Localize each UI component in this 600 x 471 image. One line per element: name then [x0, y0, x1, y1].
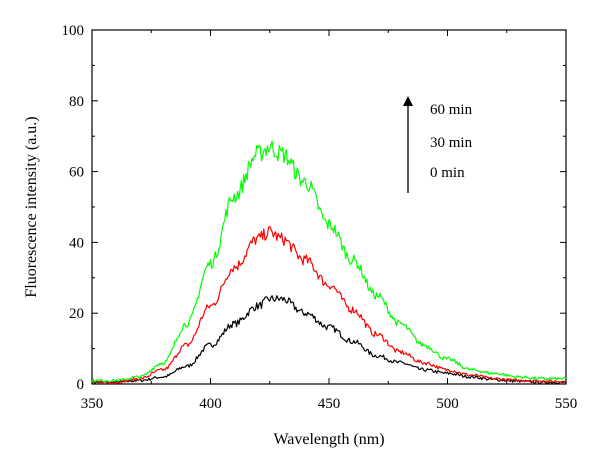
x-tick-label: 450 [318, 396, 341, 412]
x-tick-label: 500 [436, 396, 459, 412]
y-tick-label: 80 [69, 94, 84, 110]
time-annotation: 60 min 30 min 0 min [403, 96, 473, 193]
y-tick-label: 20 [69, 306, 84, 322]
y-tick-label: 40 [69, 235, 84, 251]
label-30-min: 30 min [430, 135, 473, 151]
y-tick-label: 100 [62, 23, 85, 39]
y-tick-label: 0 [77, 377, 85, 393]
x-axis: 350 400 450 500 550 [81, 30, 578, 412]
x-tick-label: 350 [81, 396, 104, 412]
arrow-head-icon [403, 96, 413, 106]
plot-frame [91, 29, 567, 385]
y-axis: 0 20 40 60 80 100 [62, 23, 566, 393]
label-0-min: 0 min [430, 165, 465, 181]
y-axis-title: Fluorescence intensity (a.u.) [23, 116, 40, 297]
series-line-0 [91, 295, 567, 385]
series-line-1 [91, 225, 567, 384]
series-line-2 [91, 140, 567, 383]
label-60-min: 60 min [430, 102, 473, 118]
x-tick-label: 550 [555, 396, 578, 412]
x-axis-title: Wavelength (nm) [273, 431, 384, 448]
x-tick-label: 400 [199, 396, 222, 412]
y-tick-label: 60 [69, 165, 84, 181]
series-layer [91, 140, 567, 385]
